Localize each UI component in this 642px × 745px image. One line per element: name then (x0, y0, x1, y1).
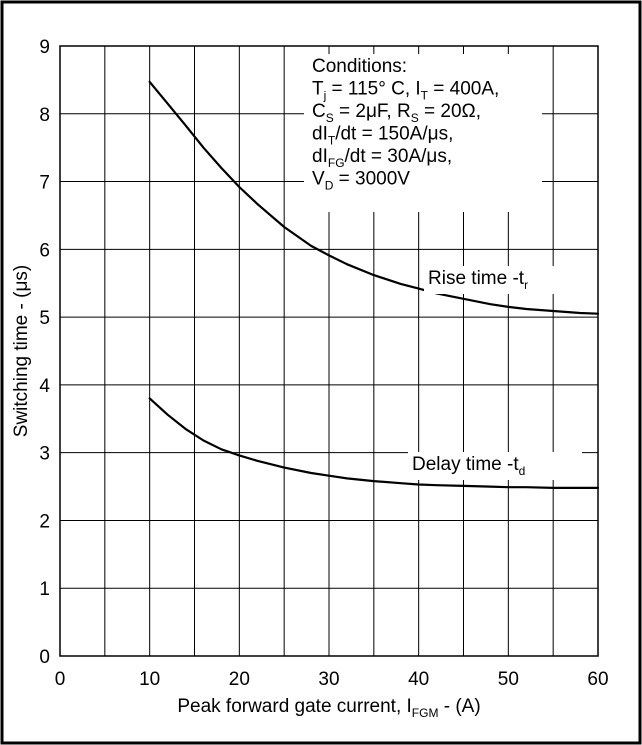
conditions-line: dIT​/dt = 150A/μs, (312, 124, 453, 148)
y-tick-label: 8 (39, 105, 50, 126)
series-label: Delay time -td​ (412, 454, 525, 478)
y-tick-label: 2 (39, 511, 50, 532)
y-tick-label: 4 (39, 376, 50, 397)
y-tick-labels: 0 1 2 3 4 5 6 7 8 9 (39, 37, 50, 668)
series-label: Rise time -tr​ (428, 268, 528, 292)
series-label-background (424, 266, 562, 294)
x-tick-label: 60 (587, 669, 608, 690)
x-tick-label: 50 (498, 669, 519, 690)
conditions-line: Tj​ = 115° C, IT​ = 400A, (312, 79, 499, 103)
x-tick-labels: 0 10 20 30 40 50 60 (55, 669, 609, 690)
conditions-line: VD​ = 3000V (312, 169, 410, 193)
y-tick-label: 5 (39, 308, 50, 329)
x-tick-label: 20 (229, 669, 250, 690)
conditions-box: Conditions:Tj​ = 115° C, IT​ = 400A,CS​ … (304, 54, 542, 212)
series-label-background (408, 452, 582, 480)
plot-area-border (59, 45, 599, 657)
x-tick-label: 40 (408, 669, 429, 690)
x-tick-label: 30 (318, 669, 339, 690)
conditions-line: dIFG​/dt = 30A/μs, (312, 146, 452, 170)
series-line (148, 397, 600, 489)
conditions-line: CS​ = 2μF, RS​ = 20Ω, (312, 101, 481, 125)
y-tick-label: 3 (39, 444, 50, 465)
y-tick-label: 9 (39, 37, 50, 58)
y-tick-label: 6 (39, 240, 50, 261)
x-tick-label: 0 (55, 669, 66, 690)
series-labels: Rise time -tr​ Delay time -td​ (408, 266, 582, 480)
y-tick-label: 1 (39, 579, 50, 600)
x-axis-label: Peak forward gate current, IFGM​ - (A) (177, 696, 480, 720)
series-layer (148, 80, 600, 489)
x-tick-label: 10 (139, 669, 160, 690)
y-tick-label: 0 (39, 647, 50, 668)
series-line (148, 80, 600, 315)
conditions-background (304, 54, 542, 212)
y-axis-label: Switching time - (μs) (11, 265, 32, 437)
y-tick-label: 7 (39, 173, 50, 194)
conditions-line: Conditions: (312, 56, 407, 77)
